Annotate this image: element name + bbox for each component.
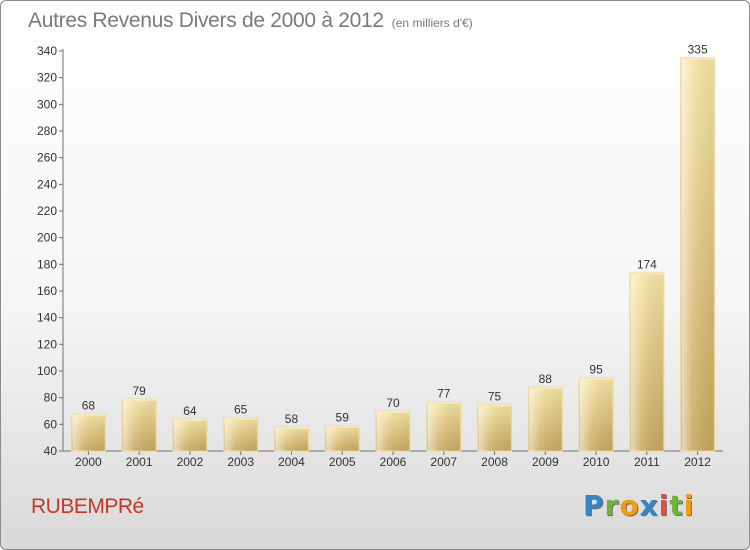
x-tick-label: 2000 <box>75 455 102 469</box>
bar-top-2000 <box>71 413 106 416</box>
chart-unit-label: (en milliers d'€) <box>391 16 473 30</box>
x-tick-label: 2006 <box>380 455 407 469</box>
brand-letter: P <box>583 489 605 522</box>
bar-top-2006 <box>376 411 410 413</box>
y-tick-label: 200 <box>37 231 57 245</box>
bar-sheen-2000 <box>72 414 105 451</box>
y-tick-label: 320 <box>37 71 57 85</box>
bar-top-2001 <box>122 399 157 401</box>
y-tick-label: 180 <box>37 257 57 271</box>
brand-letter: x <box>639 489 659 522</box>
bar-sheen-2009 <box>529 388 562 451</box>
bar-sheen-2007 <box>427 402 460 451</box>
bar-top-2005 <box>325 425 360 428</box>
y-tick-label: 300 <box>37 97 57 111</box>
bar-sheen-2006 <box>377 412 409 451</box>
bar-sheen-2010 <box>580 378 613 451</box>
data-label-2001: 79 <box>132 384 146 398</box>
x-tick-label: 2005 <box>329 455 356 469</box>
data-label-2005: 59 <box>336 411 350 425</box>
bar-sheen-2004 <box>275 428 308 451</box>
data-label-2011: 174 <box>637 257 657 271</box>
brand-letter: i <box>683 489 695 522</box>
y-tick-label: 60 <box>44 417 58 431</box>
bar-sheen-2012 <box>681 58 714 452</box>
data-label-2007: 77 <box>437 387 451 401</box>
x-tick-label: 2008 <box>481 455 508 469</box>
bar-sheen-2002 <box>173 420 206 451</box>
bar-top-2007 <box>426 401 461 404</box>
commune-name: RUBEMPRé <box>31 495 144 518</box>
bar-sheen-2003 <box>224 418 257 451</box>
bar-top-2010 <box>579 377 614 380</box>
chart-title: Autres Revenus Divers de 2000 à 2012 <box>28 9 384 32</box>
bar-top-2009 <box>528 387 563 389</box>
y-tick-label: 280 <box>37 124 57 138</box>
data-label-2006: 70 <box>386 396 400 410</box>
x-tick-label: 2002 <box>177 455 204 469</box>
y-tick-label: 80 <box>44 391 58 405</box>
data-label-2012: 335 <box>688 43 708 57</box>
bar-sheen-2011 <box>630 273 663 451</box>
y-tick-label: 120 <box>37 337 57 351</box>
data-label-2002: 64 <box>183 404 197 418</box>
bar-top-2008 <box>477 404 512 407</box>
bar-top-2003 <box>223 417 258 420</box>
y-tick-label: 240 <box>37 177 57 191</box>
y-tick-label: 160 <box>37 284 57 298</box>
bar-top-2002 <box>172 419 207 421</box>
y-tick-label: 140 <box>37 311 57 325</box>
brand-letter: t <box>669 489 684 522</box>
bar-top-2012 <box>680 57 715 60</box>
bar-top-2004 <box>274 427 309 429</box>
brand-letter: o <box>619 489 640 522</box>
y-tick-label: 40 <box>44 444 58 458</box>
y-tick-label: 260 <box>37 151 57 165</box>
data-label-2000: 68 <box>82 399 96 413</box>
bar-sheen-2008 <box>478 405 511 451</box>
data-label-2004: 58 <box>285 412 299 426</box>
x-tick-label: 2010 <box>583 455 610 469</box>
x-tick-label: 2007 <box>430 455 457 469</box>
title-row: Autres Revenus Divers de 2000 à 2012 (en … <box>28 9 473 33</box>
data-label-2009: 88 <box>539 372 553 386</box>
brand-letter: i <box>658 489 670 522</box>
x-tick-label: 2012 <box>684 455 711 469</box>
brand-letter: r <box>604 489 620 522</box>
bar-sheen-2005 <box>326 426 359 451</box>
brand-logo: Proxiti <box>583 489 694 522</box>
x-tick-label: 2011 <box>634 455 660 469</box>
x-tick-label: 2004 <box>278 455 305 469</box>
y-tick-label: 340 <box>37 44 57 58</box>
y-tick-label: 100 <box>37 364 57 378</box>
x-tick-label: 2003 <box>227 455 254 469</box>
y-tick-label: 220 <box>37 204 57 218</box>
bar-top-2011 <box>629 272 664 275</box>
bar-sheen-2001 <box>123 400 156 451</box>
bars: 68 79 64 65 58 59 70 77 75 88 95 174 335 <box>70 43 716 452</box>
data-label-2003: 65 <box>234 403 248 417</box>
x-tick-label: 2009 <box>532 455 559 469</box>
data-label-2010: 95 <box>589 363 603 377</box>
data-label-2008: 75 <box>488 389 502 403</box>
x-tick-label: 2001 <box>126 455 153 469</box>
